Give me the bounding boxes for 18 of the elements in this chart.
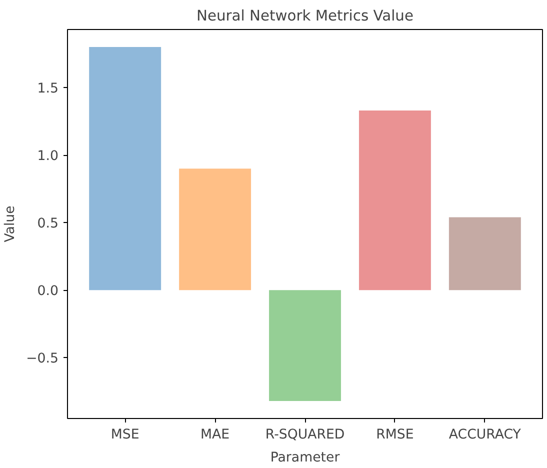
y-tick-label: 1.0 [37, 149, 59, 164]
bar [179, 168, 252, 290]
y-tick-label: −0.5 [26, 352, 59, 367]
y-axis-title: Value [3, 206, 18, 242]
x-tick-label: R-SQUARED [265, 428, 345, 442]
y-tick-label: 0.5 [37, 216, 59, 232]
bar [448, 217, 521, 290]
x-tick-label: MAE [200, 428, 230, 442]
y-tick-label: 1.5 [37, 82, 59, 97]
bar [358, 110, 431, 290]
x-tick-label: RMSE [376, 428, 414, 442]
x-tick-label: MSE [110, 428, 140, 442]
x-axis-title: Parameter [270, 450, 340, 466]
x-tick-label: ACCURACY [448, 428, 522, 442]
bar [89, 47, 162, 290]
bar [269, 290, 341, 401]
y-tick-label: 0.0 [37, 284, 59, 300]
chart-title: Neural Network Metrics Value [196, 8, 414, 24]
